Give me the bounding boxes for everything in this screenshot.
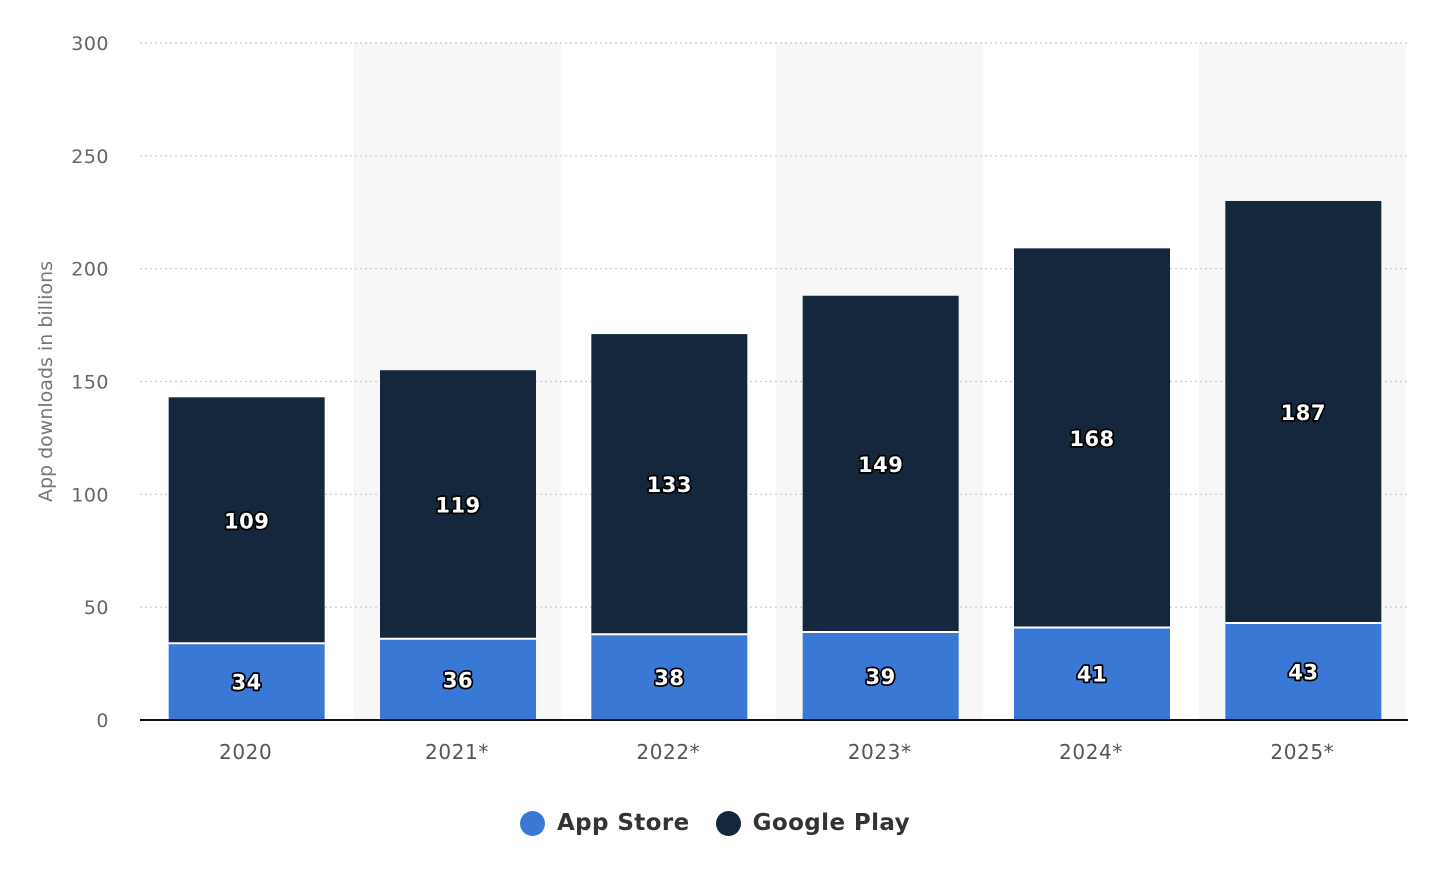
y-tick-label: 250 [71, 146, 109, 168]
data-label: 41 [1077, 663, 1107, 687]
chart-plot: 0 50 100 150 200 250 300 App downloads in billi… [35, 33, 1408, 764]
bar-app-store [380, 638, 536, 720]
bar-google-play [1225, 200, 1382, 623]
x-tick-label: 2021* [425, 740, 489, 764]
bar-google-play [1014, 248, 1170, 628]
data-label: 168 [1069, 427, 1114, 451]
bar-app-store [168, 643, 325, 720]
y-tick-label: 100 [71, 484, 109, 506]
data-label: 34 [232, 671, 262, 695]
bar-google-play [591, 334, 748, 635]
legend-label-app-store: App Store [556, 810, 690, 836]
y-tick-label: 0 [96, 710, 109, 732]
bar-google-play [802, 295, 959, 632]
x-tick-label: 2020 [219, 740, 272, 764]
y-tick-label: 300 [71, 33, 109, 55]
x-tick-label: 2022* [636, 740, 700, 764]
bar-app-store [1225, 622, 1382, 720]
x-tick-label: 2023* [848, 740, 912, 764]
x-tick-label: 2025* [1270, 740, 1334, 764]
data-label: 187 [1281, 401, 1326, 425]
data-label: 38 [654, 666, 684, 690]
bar-google-play [380, 370, 536, 639]
bar-app-store [802, 631, 959, 720]
legend-label-google-play: Google Play [752, 810, 911, 836]
data-label: 119 [435, 493, 480, 517]
y-tick-label: 50 [84, 597, 109, 619]
legend-item-google-play[interactable]: Google Play [715, 810, 911, 836]
legend-item-app-store[interactable]: App Store [519, 810, 690, 836]
y-axis-title: App downloads in billions [35, 261, 57, 502]
legend: App Store Google Play [0, 810, 1430, 836]
y-tick-label: 150 [71, 372, 109, 394]
data-label: 109 [224, 509, 269, 533]
legend-swatch-google-play [715, 810, 741, 836]
bar-google-play [168, 397, 325, 644]
legend-swatch-app-store [519, 810, 545, 836]
y-tick-label: 200 [71, 259, 109, 281]
data-label: 43 [1288, 660, 1318, 684]
data-label: 133 [647, 473, 692, 497]
bar-app-store [591, 634, 748, 720]
bar-app-store [1014, 627, 1170, 720]
data-label: 149 [858, 453, 903, 477]
data-label: 36 [443, 668, 473, 692]
x-tick-label: 2024* [1059, 740, 1123, 764]
data-label: 39 [866, 665, 896, 689]
